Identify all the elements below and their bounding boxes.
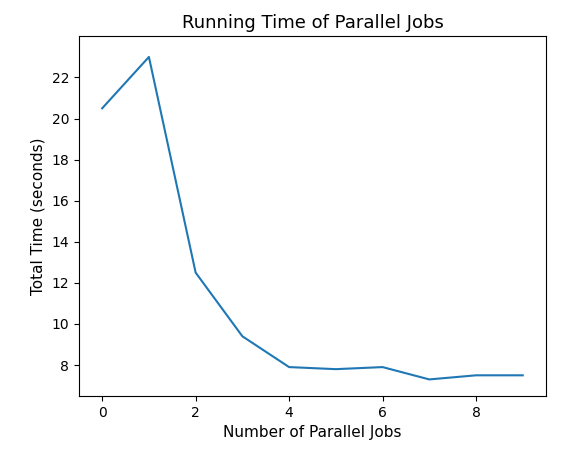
Title: Running Time of Parallel Jobs: Running Time of Parallel Jobs — [181, 14, 444, 32]
Y-axis label: Total Time (seconds): Total Time (seconds) — [31, 137, 46, 295]
X-axis label: Number of Parallel Jobs: Number of Parallel Jobs — [223, 425, 402, 440]
